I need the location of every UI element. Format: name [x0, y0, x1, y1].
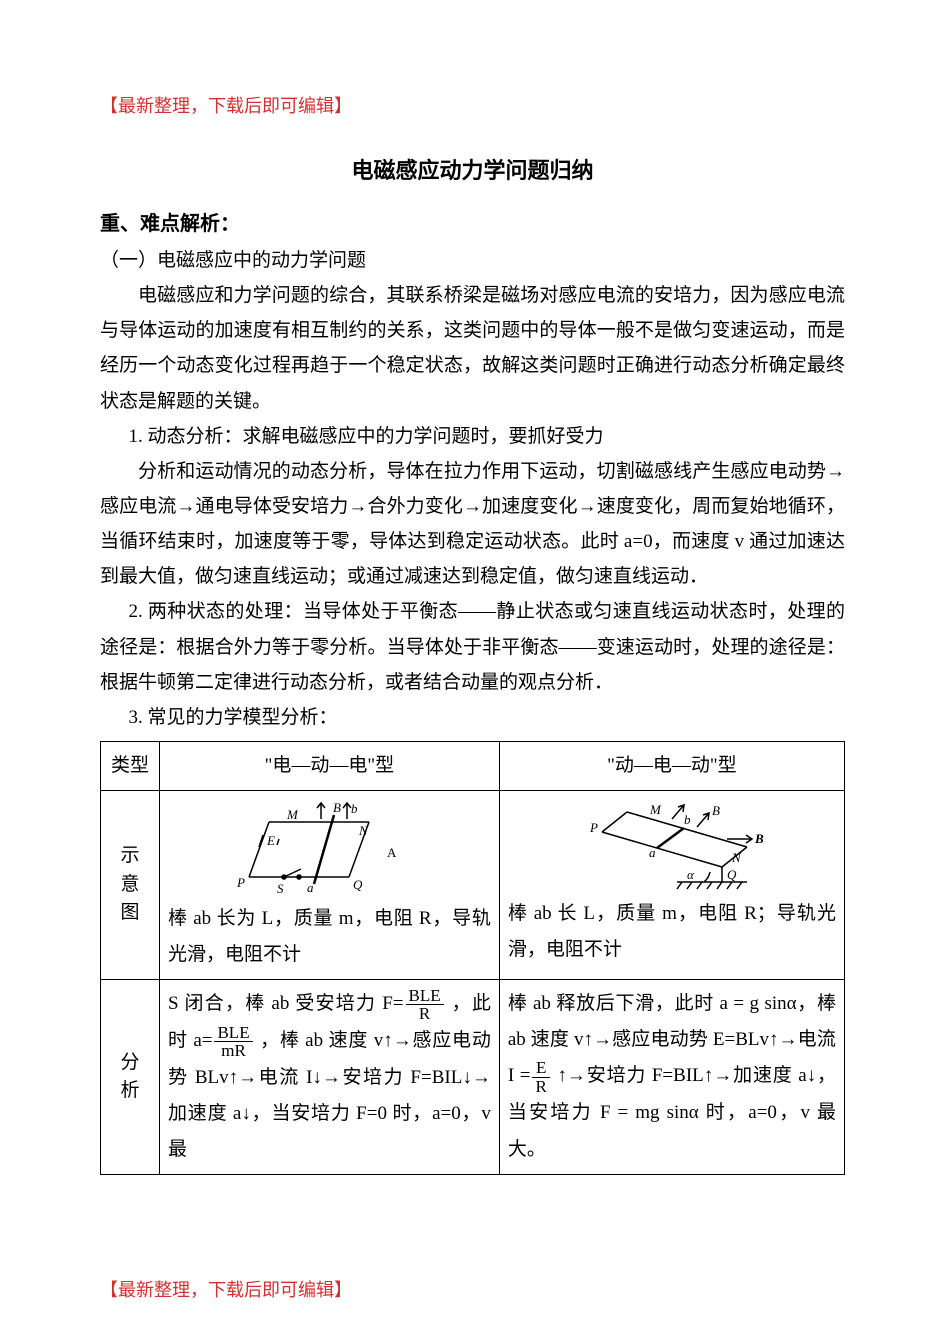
svg-text:E: E — [266, 833, 275, 848]
table-row: 示 意 图 — [101, 791, 845, 980]
table-head-type2: "动—电—动"型 — [499, 741, 844, 790]
svg-text:M: M — [649, 802, 662, 817]
formula-a: a=BLEmR — [193, 1030, 260, 1051]
analysis2-text-b: ↑→安培力 F=BIL↑→加速度 a↓，当安培力 F = mg sinα 时，a… — [508, 1065, 836, 1159]
svg-text:N: N — [358, 823, 369, 838]
cell-diagram-2: Mb Pa B B N α Q 棒 ab 长 L，质量 m，电阻 R；导轨光滑，电阻… — [499, 791, 844, 980]
svg-text:S: S — [277, 881, 284, 896]
table-head-type1: "电—动—电"型 — [160, 741, 500, 790]
table-head-category: 类型 — [101, 741, 160, 790]
subsection-heading: （一）电磁感应中的动力学问题 — [100, 243, 845, 278]
header-note: 【最新整理，下载后即可编辑】 — [100, 90, 845, 123]
section-heading: 重、难点解析： — [100, 206, 845, 243]
circuit-diagram-icon: M Bb N E A P Sa Q — [229, 797, 429, 897]
footer-note: 【最新整理，下载后即可编辑】 — [100, 1274, 352, 1307]
list-item-1: 1. 动态分析：求解电磁感应中的力学问题时，要抓好受力 — [100, 419, 845, 454]
incline-diagram-icon: Mb Pa B B N α Q — [572, 797, 772, 892]
document-page: 【最新整理，下载后即可编辑】 电磁感应动力学问题归纳 重、难点解析： （一）电磁… — [0, 0, 945, 1337]
analysis1-text-a: S 闭合，棒 ab 受安培力 — [168, 993, 382, 1014]
document-title: 电磁感应动力学问题归纳 — [100, 151, 845, 192]
row-label-analysis: 分 析 — [101, 980, 160, 1175]
diagram1-caption: 棒 ab 长为 L，质量 m，电阻 R，导轨光滑，电阻不计 — [168, 908, 491, 965]
model-table: 类型 "电—动—电"型 "动—电—动"型 示 意 图 — [100, 741, 845, 1176]
table-row: 类型 "电—动—电"型 "动—电—动"型 — [101, 741, 845, 790]
cell-diagram-1: M Bb N E A P Sa Q 棒 ab 长为 L，质量 m，电阻 R，导轨光滑，… — [160, 791, 500, 980]
svg-text:P: P — [236, 875, 245, 890]
cell-analysis-1: S 闭合，棒 ab 受安培力 F=BLER ，此时 a=BLEmR ，棒 ab … — [160, 980, 500, 1175]
svg-text:B: B — [754, 831, 764, 846]
svg-text:α: α — [687, 867, 695, 882]
svg-text:A: A — [387, 845, 397, 860]
cell-analysis-2: 棒 ab 释放后下滑，此时 a = g sinα，棒 ab 速度 v↑→感应电动… — [499, 980, 844, 1175]
list-item-3: 3. 常见的力学模型分析： — [100, 700, 845, 735]
svg-text:N: N — [731, 850, 742, 865]
svg-text:b: b — [684, 812, 691, 827]
list-item-2: 2. 两种状态的处理：当导体处于平衡态——静止状态或匀速直线运动状态时，处理的途… — [100, 594, 845, 699]
paragraph-dynamic: 分析和运动情况的动态分析，导体在拉力作用下运动，切割磁感线产生感应电动势→感应电… — [100, 454, 845, 595]
svg-text:B: B — [712, 803, 720, 818]
row-label-diagram: 示 意 图 — [101, 791, 160, 980]
formula-i: I =ER — [508, 1065, 558, 1086]
svg-text:b: b — [351, 801, 358, 816]
diagram2-caption: 棒 ab 长 L，质量 m，电阻 R；导轨光滑，电阻不计 — [508, 903, 836, 960]
analysis2-text-a: 棒 ab 释放后下滑，此时 a = g sinα，棒 ab 速度 v↑→感应电动… — [508, 993, 836, 1050]
formula-f: F=BLER — [382, 993, 451, 1014]
paragraph-intro: 电磁感应和力学问题的综合，其联系桥梁是磁场对感应电流的安培力，因为感应电流与导体… — [100, 278, 845, 419]
svg-text:M: M — [286, 807, 299, 822]
table-row: 分 析 S 闭合，棒 ab 受安培力 F=BLER ，此时 a=BLEmR ，棒… — [101, 980, 845, 1175]
svg-text:B: B — [333, 800, 341, 815]
svg-text:a: a — [649, 845, 656, 860]
svg-text:Q: Q — [727, 867, 737, 882]
svg-text:a: a — [307, 880, 314, 895]
svg-text:P: P — [589, 820, 598, 835]
svg-text:Q: Q — [353, 877, 363, 892]
